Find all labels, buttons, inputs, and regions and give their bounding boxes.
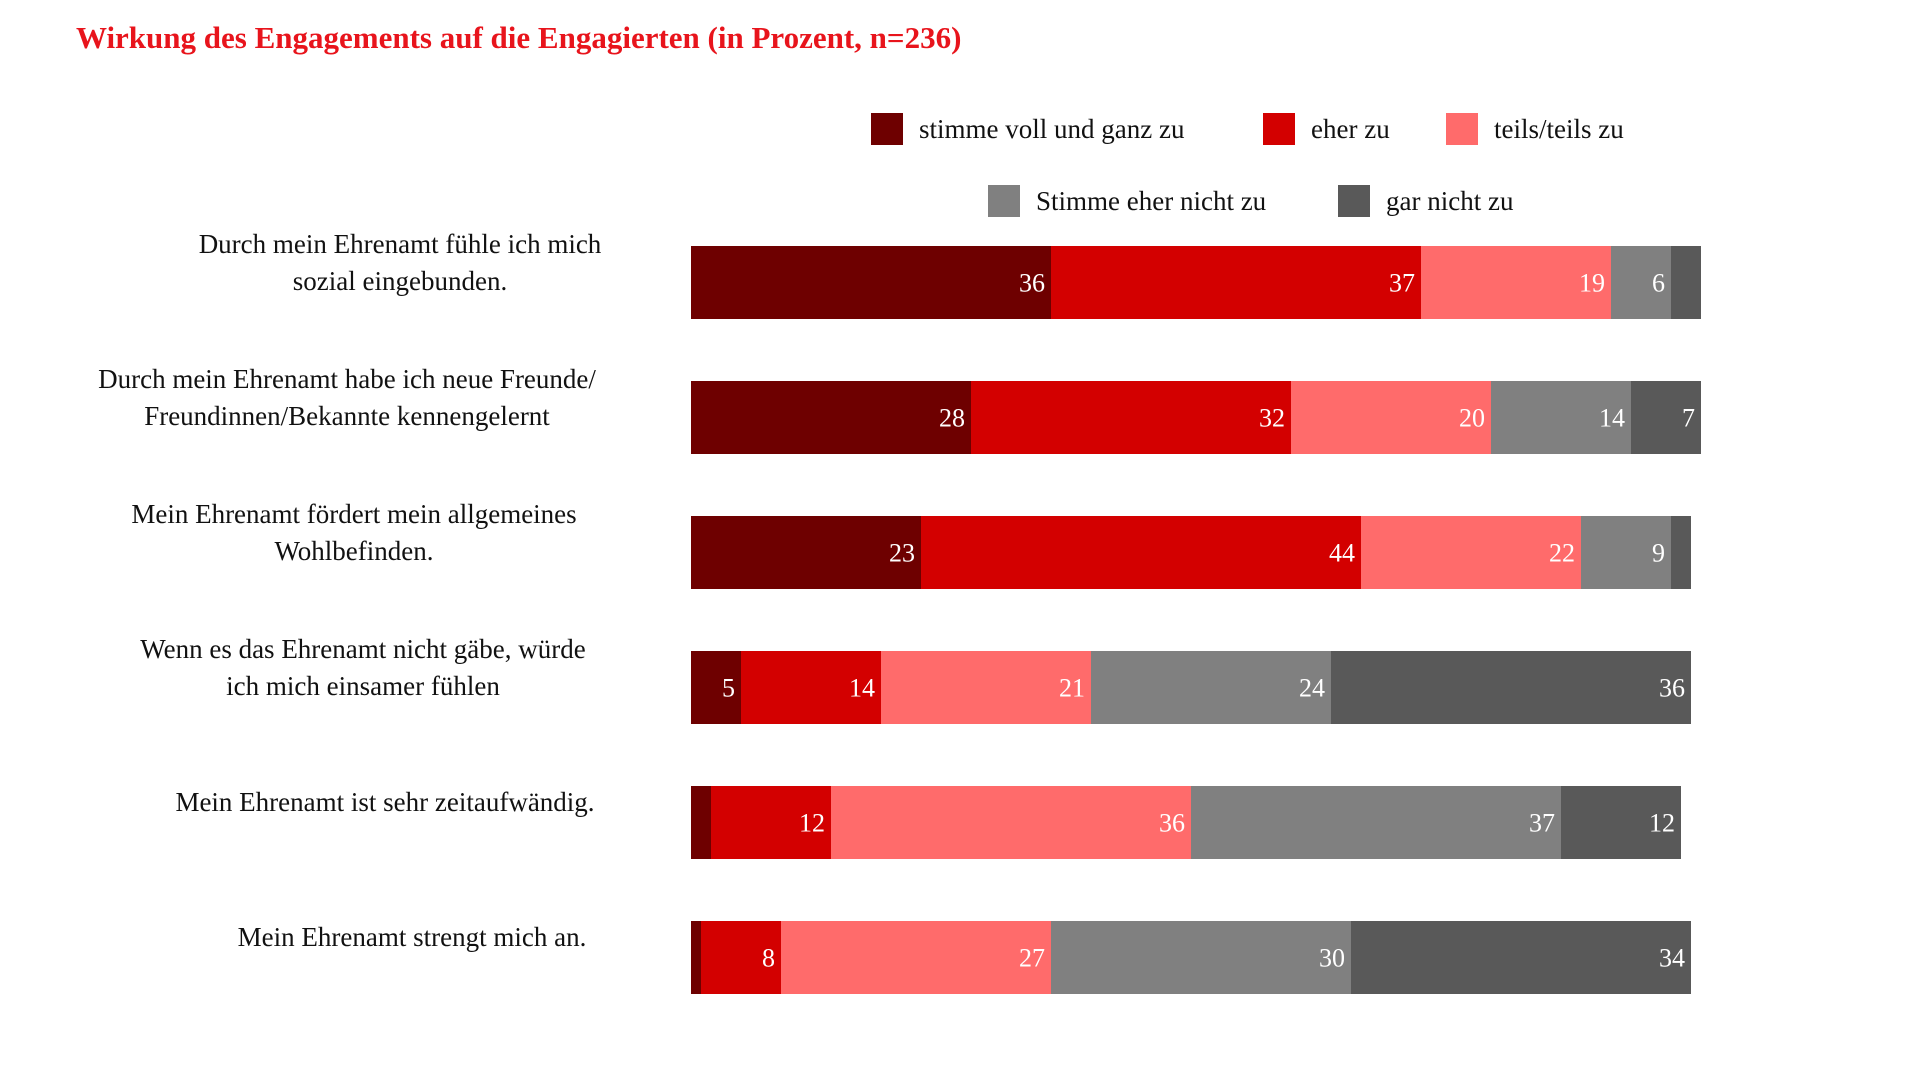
category-label-line: Freundinnen/Bekannte kennengelernt	[144, 400, 550, 431]
data-label: 21	[1059, 674, 1085, 703]
legend-item: gar nicht zu	[1338, 184, 1513, 218]
legend-label: teils/teils zu	[1494, 113, 1624, 144]
legend-item: teils/teils zu	[1446, 112, 1624, 146]
data-label: 44	[1329, 539, 1355, 568]
category-label-line: Mein Ehrenamt fördert mein allgemeines	[131, 498, 577, 529]
data-label: 14	[849, 674, 875, 703]
bar-segment	[1421, 246, 1611, 319]
category-label-line: Mein Ehrenamt strengt mich an.	[237, 922, 587, 952]
bar-segment	[1561, 786, 1681, 859]
data-label: 9	[1652, 539, 1665, 568]
bar-segment	[1351, 921, 1691, 994]
legend-label: stimme voll und ganz zu	[919, 113, 1185, 144]
bar-segment	[691, 516, 921, 589]
data-label: 36	[1659, 674, 1685, 703]
bar-segment	[781, 921, 1051, 994]
data-label: 23	[889, 539, 915, 568]
bar-segment	[701, 921, 781, 994]
bar-segment	[921, 516, 1361, 589]
data-label: 22	[1549, 539, 1575, 568]
data-label: 37	[1389, 269, 1415, 298]
bar-segment	[1491, 381, 1631, 454]
data-label: 20	[1459, 404, 1485, 433]
bar-segment	[1051, 921, 1351, 994]
bar-segment	[831, 786, 1191, 859]
category-label-line: Durch mein Ehrenamt habe ich neue Freund…	[98, 363, 596, 394]
bar-segment	[1671, 516, 1691, 589]
bar-segment	[1291, 381, 1491, 454]
data-label: 36	[1159, 809, 1185, 838]
chart-title: Wirkung des Engagements auf die Engagier…	[76, 20, 962, 55]
category-label: Durch mein Ehrenamt habe ich neue Freund…	[67, 361, 627, 435]
bar-segment	[711, 786, 831, 859]
data-label: 24	[1299, 674, 1325, 703]
data-label: 6	[1652, 269, 1665, 298]
category-label-line: sozial eingebunden.	[292, 265, 508, 296]
bar-segment	[1671, 246, 1701, 319]
data-label: 14	[1599, 404, 1625, 433]
data-label: 32	[1259, 404, 1285, 433]
bar-segment	[1631, 381, 1701, 454]
bar-segment	[691, 786, 711, 859]
bar-segment	[741, 651, 881, 724]
data-label: 36	[1019, 269, 1045, 298]
category-label: Mein Ehrenamt fördert mein allgemeines Wo…	[74, 496, 634, 570]
data-label: 8	[762, 944, 775, 973]
data-label: 34	[1659, 944, 1685, 973]
data-label: 27	[1019, 944, 1045, 973]
data-label: 5	[722, 674, 735, 703]
legend-label: eher zu	[1311, 113, 1390, 144]
legend-label: Stimme eher nicht zu	[1036, 185, 1267, 216]
category-label-line: Wohlbefinden.	[274, 535, 434, 566]
bar-segment	[1581, 516, 1671, 589]
legend-swatch	[1446, 113, 1478, 145]
bar-segment	[691, 381, 971, 454]
category-label: Wenn es das Ehrenamt nicht gäbe, würde ic…	[83, 631, 643, 705]
bar-segment	[1191, 786, 1561, 859]
category-label: Mein Ehrenamt ist sehr zeitaufwändig.	[105, 784, 665, 821]
data-label: 7	[1682, 404, 1695, 433]
data-label: 37	[1529, 809, 1555, 838]
bar-segment	[691, 651, 741, 724]
legend-swatch	[1263, 113, 1295, 145]
bar-segment	[1091, 651, 1331, 724]
bar-segment	[691, 921, 701, 994]
data-label: 12	[799, 809, 825, 838]
bar-segment	[1051, 246, 1421, 319]
category-label-line: ich mich einsamer fühlen	[226, 670, 500, 701]
category-label: Durch mein Ehrenamt fühle ich mich sozial…	[120, 226, 680, 300]
data-label: 12	[1649, 809, 1675, 838]
legend-item: eher zu	[1263, 112, 1390, 146]
legend-item: Stimme eher nicht zu	[988, 184, 1266, 218]
data-label: 19	[1579, 269, 1605, 298]
category-label-line: Mein Ehrenamt ist sehr zeitaufwändig.	[175, 787, 595, 817]
category-label: Mein Ehrenamt strengt mich an.	[132, 919, 692, 956]
bar-segment	[691, 246, 1051, 319]
legend-swatch	[1338, 185, 1370, 217]
data-label: 28	[939, 404, 965, 433]
bar-segment	[881, 651, 1091, 724]
legend-swatch	[988, 185, 1020, 217]
legend-item: stimme voll und ganz zu	[871, 112, 1184, 146]
legend-swatch	[871, 113, 903, 145]
bar-segment	[1331, 651, 1691, 724]
category-label-line: Wenn es das Ehrenamt nicht gäbe, würde	[140, 633, 586, 664]
data-label: 30	[1319, 944, 1345, 973]
bar-segment	[1611, 246, 1671, 319]
category-label-line: Durch mein Ehrenamt fühle ich mich	[198, 228, 602, 259]
bar-segment	[1361, 516, 1581, 589]
bar-segment	[971, 381, 1291, 454]
legend-label: gar nicht zu	[1386, 185, 1514, 216]
